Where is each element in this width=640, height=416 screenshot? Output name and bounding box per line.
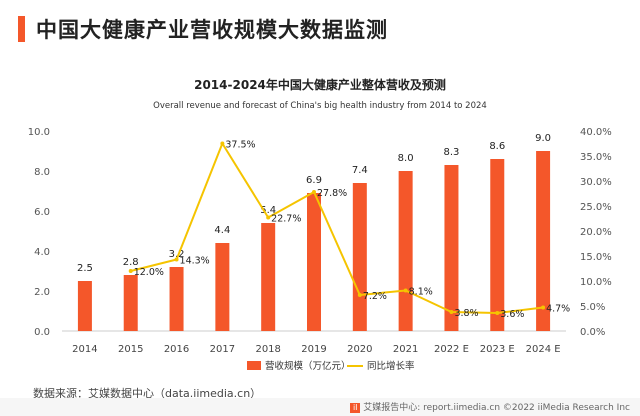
growth-rate-label: 4.7% <box>546 304 570 315</box>
title-accent-bar <box>18 16 25 42</box>
bar-value-label: 8.6 <box>489 141 505 152</box>
bar <box>307 193 321 331</box>
bar-value-label: 6.9 <box>306 175 322 186</box>
x-tick-label: 2015 <box>118 344 143 355</box>
legend-bar-swatch <box>247 361 261 370</box>
y-right-tick-label: 5.0% <box>580 302 605 313</box>
y-right-tick-label: 15.0% <box>580 252 612 263</box>
growth-rate-point <box>449 310 454 314</box>
bar <box>169 267 184 331</box>
bar-value-label: 7.4 <box>352 165 368 176</box>
chart-subtitle: Overall revenue and forecast of China's … <box>153 101 487 111</box>
growth-rate-label: 22.7% <box>271 214 301 225</box>
growth-rate-point <box>266 215 271 220</box>
growth-rate-point <box>312 190 316 194</box>
growth-rate-label: 3.6% <box>500 309 524 320</box>
bar <box>398 171 413 331</box>
chart: 2014-2024年中国大健康产业整体营收及预测 Overall revenue … <box>28 77 612 372</box>
growth-rate-label: 7.2% <box>363 291 387 302</box>
footer-strip <box>0 398 640 416</box>
x-tick-label: 2022 E <box>434 344 469 355</box>
bar <box>536 151 551 331</box>
source-note: 数据来源：艾媒数据中心（data.iimedia.cn） <box>33 387 262 400</box>
growth-rate-label: 12.0% <box>134 267 164 278</box>
y-right-tick-label: 25.0% <box>580 202 612 213</box>
bar <box>444 165 459 331</box>
bar-value-label: 9.0 <box>535 133 551 144</box>
bar-value-label: 2.8 <box>123 257 139 268</box>
bar-value-label: 4.4 <box>214 225 230 236</box>
legend-line-label: 同比增长率 <box>367 360 415 372</box>
page-title: 中国大健康产业营收规模大数据监测 <box>36 18 388 42</box>
x-tick-label: 2014 <box>72 344 97 355</box>
legend-bar-label: 营收规模（万亿元） <box>265 360 351 372</box>
bar <box>215 243 230 331</box>
bar-value-label: 2.5 <box>77 263 93 274</box>
growth-rate-label: 3.8% <box>454 308 478 319</box>
bar <box>261 223 276 331</box>
y-right-tick-label: 40.0% <box>580 127 612 138</box>
x-tick-label: 2017 <box>210 344 235 355</box>
y-right-tick-label: 0.0% <box>580 327 605 338</box>
bar <box>490 159 505 331</box>
x-tick-label: 2024 E <box>526 344 561 355</box>
growth-rate-point <box>220 141 225 146</box>
y-right-tick-label: 20.0% <box>580 227 612 238</box>
y-right-tick-label: 35.0% <box>580 152 612 163</box>
bar <box>77 281 92 331</box>
growth-rate-point <box>495 311 500 315</box>
growth-rate-point <box>541 305 546 310</box>
y-left-tick-label: 10.0 <box>28 127 50 138</box>
chart-title: 2014-2024年中国大健康产业整体营收及预测 <box>194 77 446 92</box>
growth-rate-point <box>357 293 362 297</box>
bar-value-label: 8.3 <box>444 147 460 158</box>
x-tick-label: 2020 <box>347 344 372 355</box>
watermark-text: 艾媒报告中心: report.iimedia.cn ©2022 iiMedia … <box>363 403 630 413</box>
bar-value-label: 3.2 <box>169 249 185 260</box>
growth-rate-label: 14.3% <box>180 256 210 267</box>
x-tick-label: 2021 <box>393 344 418 355</box>
x-tick-label: 2016 <box>164 344 189 355</box>
bar-value-label: 8.0 <box>398 153 414 164</box>
growth-rate-label: 8.1% <box>409 287 433 298</box>
y-left-tick-label: 2.0 <box>34 287 50 298</box>
y-right-tick-label: 10.0% <box>580 277 612 288</box>
growth-rate-label: 37.5% <box>225 140 255 151</box>
growth-rate-line <box>130 142 544 314</box>
x-tick-label: 2023 E <box>480 344 515 355</box>
growth-rate-point <box>174 257 179 262</box>
x-tick-label: 2018 <box>255 344 280 355</box>
y-left-tick-label: 4.0 <box>34 247 50 258</box>
y-left-tick-label: 0.0 <box>34 327 50 338</box>
bar-value-label: 5.4 <box>260 205 276 216</box>
iimedia-logo-icon: iI <box>350 402 361 413</box>
bar <box>123 275 138 331</box>
y-left-tick-label: 6.0 <box>34 207 50 218</box>
bar <box>352 183 367 331</box>
x-tick-label: 2019 <box>301 344 326 355</box>
y-right-tick-label: 30.0% <box>580 177 612 188</box>
growth-rate-label: 27.8% <box>317 188 347 199</box>
y-left-tick-label: 8.0 <box>34 167 50 178</box>
growth-rate-point <box>128 269 133 273</box>
watermark: iI 艾媒报告中心: report.iimedia.cn ©2022 iiMedi… <box>350 400 630 413</box>
growth-rate-point <box>403 288 408 293</box>
